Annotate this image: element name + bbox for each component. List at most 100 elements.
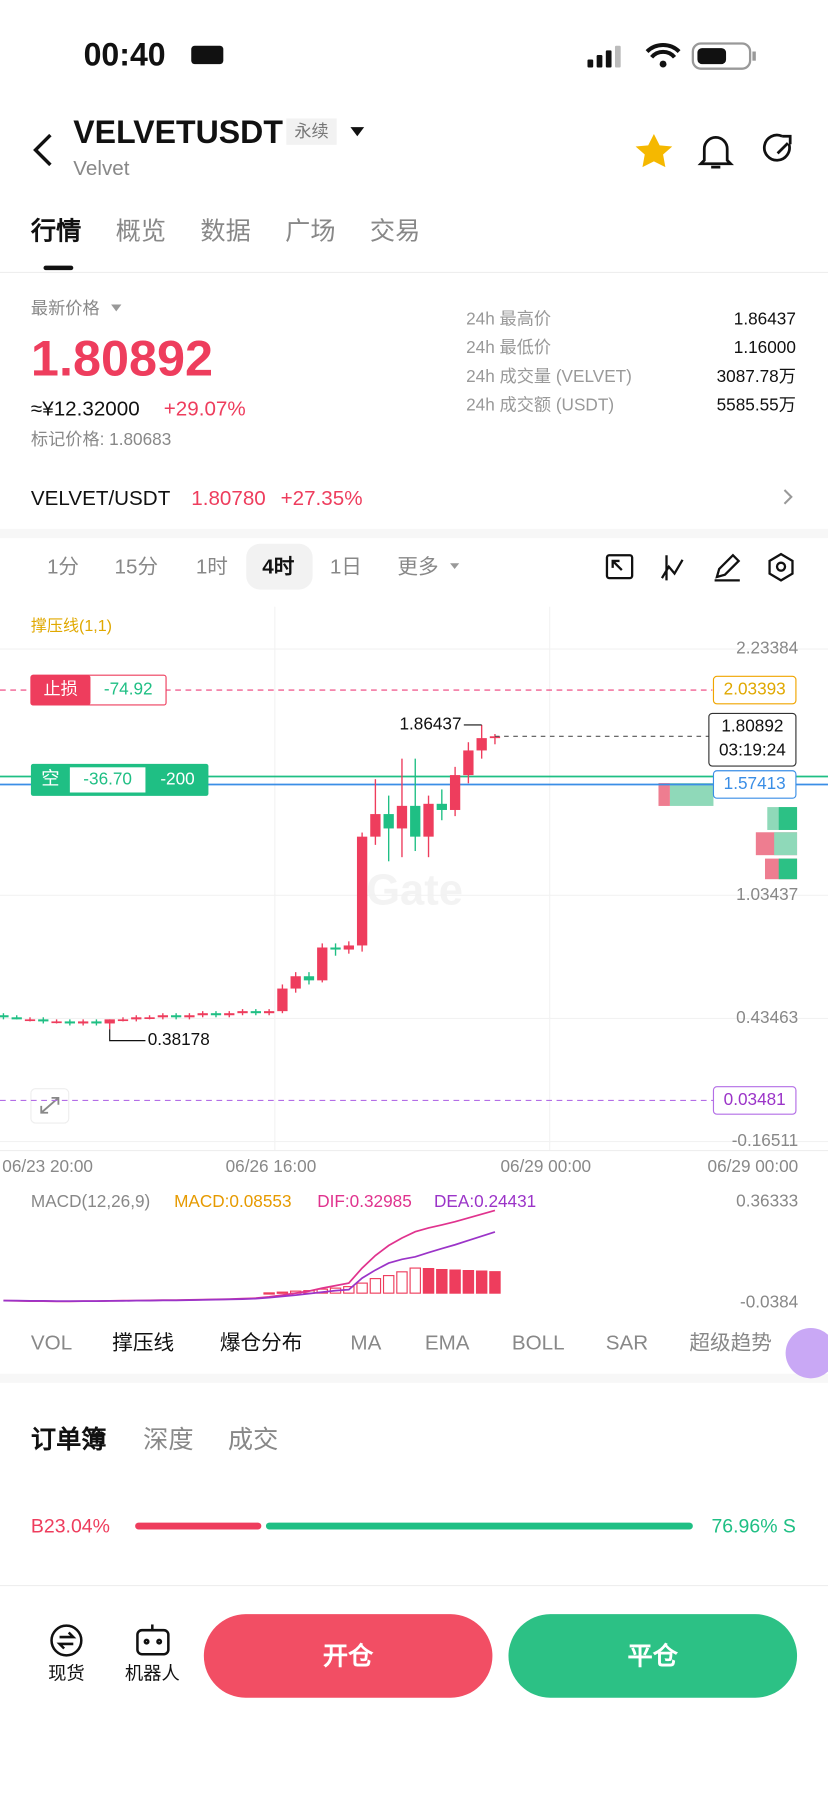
candle-body	[436, 803, 447, 810]
stat-label: 24h 最高价	[466, 309, 552, 330]
nav-icons[interactable]	[50, 1624, 170, 1657]
divider	[0, 1373, 828, 1383]
macd-bar	[462, 1270, 475, 1294]
indicator-tab[interactable]: 撑压线	[112, 1331, 175, 1355]
candle-body	[157, 1015, 169, 1018]
macd-bar	[396, 1271, 408, 1294]
tab[interactable]: 数据	[200, 216, 251, 245]
interval[interactable]: 15分	[114, 555, 159, 579]
star-icon[interactable]	[635, 133, 673, 168]
indicator-tab[interactable]: SAR	[605, 1331, 649, 1355]
macd-bar	[382, 1275, 395, 1294]
symbol: VELVETUSDT	[73, 114, 283, 150]
candle-body	[290, 976, 301, 989]
nav-label[interactable]: 机器人	[124, 1664, 180, 1685]
countdown: 03:19:24	[719, 740, 786, 760]
liquidation-profile	[658, 783, 798, 880]
macd-value: MACD:0.08553	[174, 1192, 292, 1212]
indicator-tab[interactable]: VOL	[30, 1331, 73, 1355]
candle-body	[224, 1013, 235, 1016]
candle-body	[330, 947, 341, 950]
dropdown-icon	[111, 304, 122, 312]
divider	[0, 528, 828, 539]
macd-label: MACD(12,26,9)	[30, 1192, 151, 1212]
chevron[interactable]	[783, 489, 793, 505]
mark-price: 标记价格: 1.80683	[30, 429, 172, 450]
dif-value: DIF:0.32985	[317, 1192, 412, 1212]
orderbook-tab[interactable]: 成交	[227, 1425, 279, 1454]
candle-body	[356, 836, 368, 946]
interval[interactable]: 4时	[262, 555, 295, 579]
price-label: 最新价格	[30, 299, 100, 319]
bell-icon[interactable]	[697, 136, 734, 169]
macd-line	[3, 1231, 496, 1303]
candle-body	[370, 814, 381, 837]
stat-label: 24h 成交额 (USDT)	[466, 395, 615, 415]
candle-body	[197, 1013, 208, 1016]
orderbook-tab[interactable]: 订单簿	[30, 1425, 107, 1454]
candle-body	[343, 945, 354, 950]
sell-ratio: 76.96% S	[711, 1515, 796, 1537]
price-tag	[712, 1086, 797, 1115]
candle-body	[144, 1017, 155, 1020]
last-price: 1.80892	[30, 330, 214, 387]
close-label[interactable]: 平仓	[627, 1641, 678, 1671]
candle-body	[277, 988, 288, 1012]
status-time: 00:40	[83, 36, 166, 73]
indicator-tab[interactable]: MA	[350, 1331, 382, 1355]
dropdown-icon[interactable]	[350, 127, 365, 137]
spot-change: +27.35%	[280, 486, 363, 510]
tab[interactable]: 行情	[30, 216, 82, 245]
interval[interactable]: 1时	[195, 555, 228, 579]
tab[interactable]: 广场	[285, 216, 336, 245]
tab[interactable]: 概览	[115, 216, 167, 245]
candle-body	[38, 1019, 49, 1022]
interval[interactable]: 更多	[397, 555, 439, 579]
position-qty: -200	[160, 768, 194, 788]
candle-body	[11, 1017, 22, 1020]
candle-body	[423, 803, 434, 837]
stat-label: 24h 最低价	[466, 338, 552, 358]
candle-body	[210, 1013, 222, 1016]
macd-bar	[436, 1269, 448, 1294]
price-tag-label: 2.03393	[724, 679, 786, 699]
open-label[interactable]: 开仓	[322, 1641, 374, 1671]
indicator-tab[interactable]: EMA	[424, 1331, 470, 1355]
candle-body	[104, 1019, 115, 1024]
stop-label: 止损	[44, 679, 78, 699]
price-tag	[712, 675, 797, 705]
tab[interactable]: 交易	[369, 216, 421, 245]
open-button[interactable]	[203, 1614, 493, 1698]
candle-body	[317, 947, 328, 981]
indicator-tab[interactable]: 超级趋势	[689, 1331, 772, 1355]
candle-body	[184, 1015, 195, 1018]
spot-pair[interactable]: VELVET/USDT	[30, 486, 171, 510]
nav-label[interactable]: 现货	[48, 1664, 85, 1685]
candle-body	[410, 805, 421, 837]
status-icons	[191, 42, 756, 70]
candle-body	[131, 1017, 142, 1020]
back-icon[interactable]	[33, 133, 52, 167]
position-pnl: -36.70	[83, 768, 132, 788]
interval[interactable]: 1日	[329, 555, 362, 579]
candle-body	[117, 1019, 129, 1022]
close-button[interactable]	[508, 1614, 798, 1698]
indicator-tab[interactable]: BOLL	[511, 1331, 565, 1355]
tab-underline	[43, 265, 74, 271]
orderbook-tab[interactable]: 深度	[143, 1425, 194, 1454]
candle-body	[263, 1011, 275, 1014]
macd-bar	[409, 1267, 421, 1294]
spot-price: 1.80780	[191, 486, 266, 510]
candle-body	[463, 750, 474, 776]
stat-value: 1.16000	[733, 338, 796, 358]
interval[interactable]: 1分	[46, 555, 80, 579]
macd-bar	[356, 1282, 368, 1294]
assistant-bubble[interactable]	[785, 1327, 828, 1379]
chart-tools[interactable]	[605, 552, 794, 582]
share-icon[interactable]	[762, 133, 792, 162]
candle-body	[489, 736, 501, 739]
indicator-tab[interactable]: 爆仓分布	[219, 1331, 303, 1355]
